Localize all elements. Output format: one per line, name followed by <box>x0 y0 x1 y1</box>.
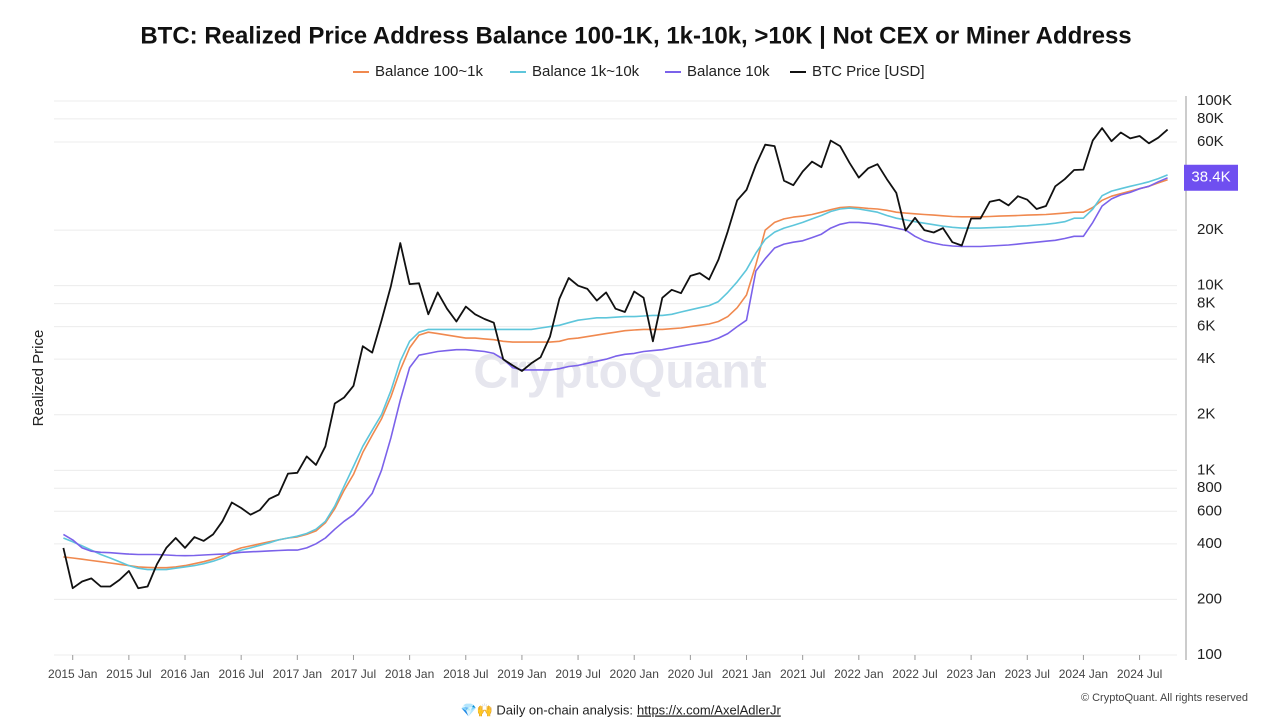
x-tick-label: 2015 Jul <box>106 667 151 681</box>
x-tick-label: 2017 Jul <box>331 667 376 681</box>
x-tick-label: 2021 Jan <box>722 667 771 681</box>
value-badge <box>1184 164 1238 191</box>
x-tick-label: 2022 Jul <box>892 667 937 681</box>
watermark: CryptoQuant <box>473 346 766 399</box>
series-line <box>63 174 1168 571</box>
series-line <box>62 127 1169 590</box>
y-tick-label: 4K <box>1197 350 1215 367</box>
chart-title: BTC: Realized Price Address Balance 100-… <box>140 22 1131 49</box>
y-tick-label: 100 <box>1197 646 1222 663</box>
y-tick-label: 8K <box>1197 295 1215 312</box>
legend-label: Balance 1k~10k <box>532 63 640 80</box>
x-tick-label: 2024 Jan <box>1059 667 1108 681</box>
x-tick-label: 2019 Jul <box>555 667 600 681</box>
x-tick-label: 2018 Jul <box>443 667 488 681</box>
y-tick-label: 80K <box>1197 110 1224 127</box>
footer-link[interactable]: https://x.com/AxelAdlerJr <box>637 702 781 717</box>
y-tick-label: 10K <box>1197 277 1224 294</box>
y-tick-label: 100K <box>1197 92 1232 109</box>
x-tick-label: 2015 Jan <box>48 667 97 681</box>
y-tick-label: 20K <box>1197 221 1224 238</box>
y-tick-label: 600 <box>1197 502 1222 519</box>
x-tick-label: 2020 Jan <box>610 667 659 681</box>
y-tick-label: 1K <box>1197 461 1215 478</box>
copyright: © CryptoQuant. All rights reserved <box>1081 692 1248 704</box>
x-tick-label: 2023 Jan <box>946 667 995 681</box>
x-tick-label: 2023 Jul <box>1005 667 1050 681</box>
x-tick-label: 2016 Jan <box>160 667 209 681</box>
legend-label: Balance 10k <box>687 63 770 80</box>
x-tick-label: 2024 Jul <box>1117 667 1162 681</box>
x-tick-label: 2016 Jul <box>218 667 263 681</box>
x-tick-label: 2017 Jan <box>273 667 322 681</box>
series-line <box>63 178 1168 569</box>
x-tick-label: 2018 Jan <box>385 667 434 681</box>
y-tick-label: 2K <box>1197 406 1215 423</box>
y-tick-label: 60K <box>1197 133 1224 150</box>
x-tick-label: 2022 Jan <box>834 667 883 681</box>
x-tick-label: 2019 Jan <box>497 667 546 681</box>
y-tick-label: 200 <box>1197 590 1222 607</box>
y-tick-label: 800 <box>1197 479 1222 496</box>
x-tick-label: 2021 Jul <box>780 667 825 681</box>
y-tick-label: 400 <box>1197 535 1222 552</box>
legend-label: Balance 100~1k <box>375 63 484 80</box>
value-badge-label: 38.4K <box>1191 169 1230 186</box>
x-tick-label: 2020 Jul <box>668 667 713 681</box>
legend-label: BTC Price [USD] <box>812 63 925 80</box>
y-tick-label: 6K <box>1197 318 1215 335</box>
series-line <box>62 177 1168 557</box>
footer: 💎🙌 Daily on-chain analysis: <box>460 702 633 717</box>
y-axis-label: Realized Price <box>30 330 47 427</box>
